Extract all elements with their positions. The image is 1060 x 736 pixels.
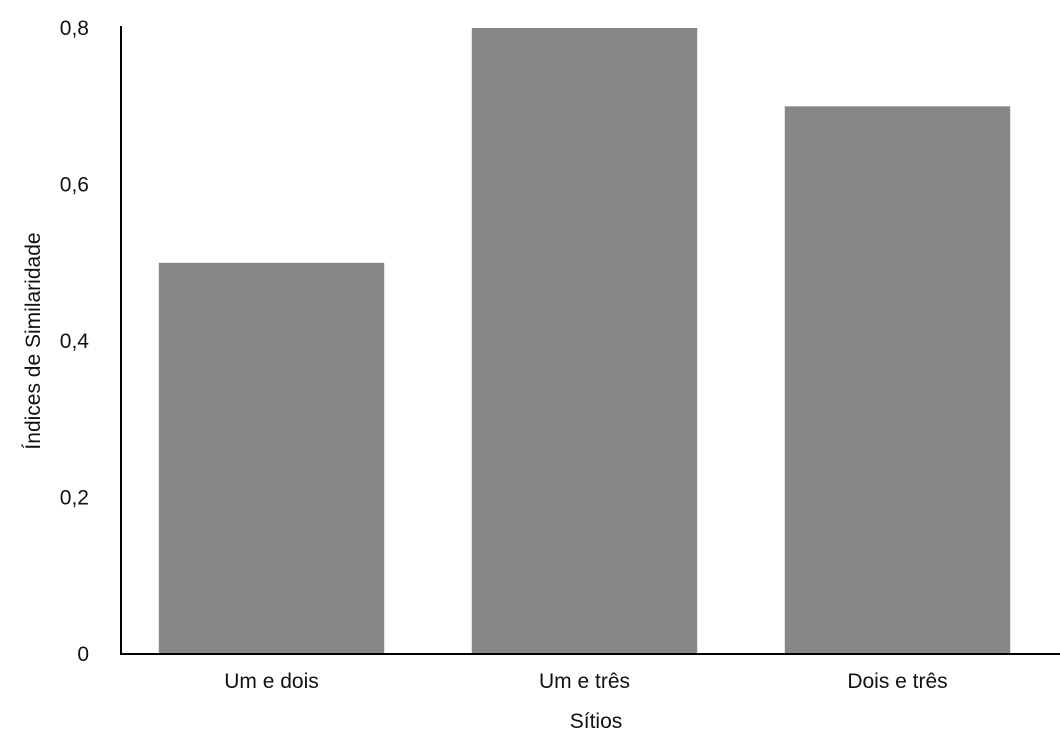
y-tick-label: 0,4 [60,330,90,353]
bar-2 [471,28,698,654]
x-tick-label: Dois e três [847,670,947,693]
y-tick-label: 0 [77,643,89,666]
x-axis-title: Sítios [570,710,623,733]
x-tick-labels: Um e dois Um e três Dois e três [224,670,947,693]
bar-3 [784,106,1011,655]
bar-1 [158,262,385,655]
bars [158,28,1011,655]
y-tick-label: 0,8 [60,17,89,40]
y-axis-title: Índices de Similaridade [22,232,45,449]
y-tick-label: 0,6 [60,174,89,197]
y-tick-label: 0,2 [60,487,89,510]
x-tick-label: Um e três [539,670,630,693]
x-tick-label: Um e dois [224,670,319,693]
y-tick-labels: 0 0,2 0,4 0,6 0,8 [60,17,90,666]
